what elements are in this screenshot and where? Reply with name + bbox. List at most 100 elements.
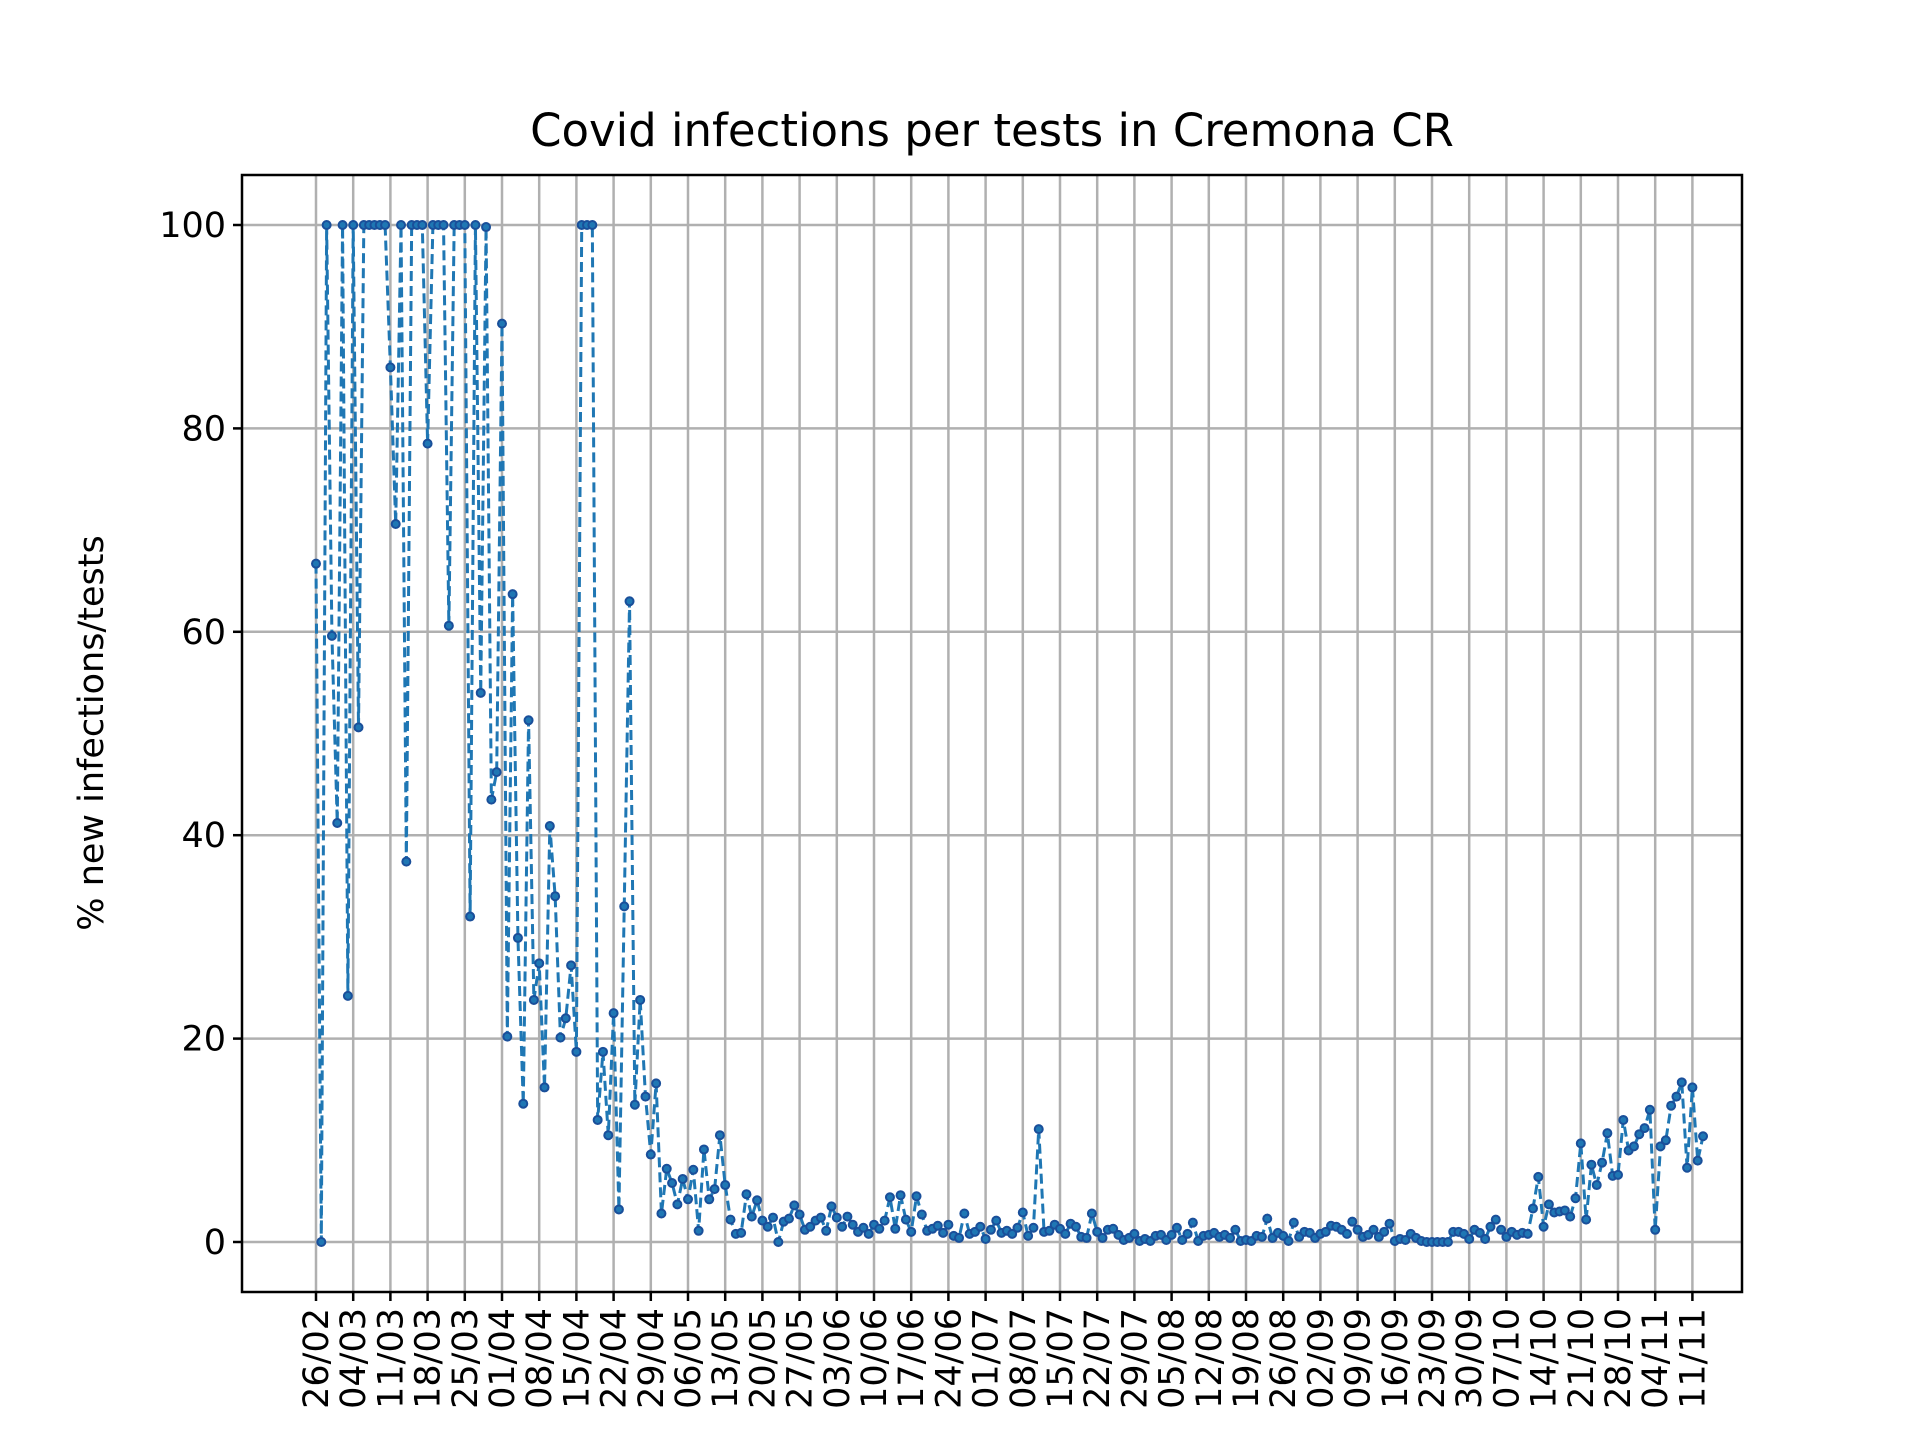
data-point	[438, 220, 449, 230]
data-point	[1070, 1221, 1081, 1232]
data-point	[1527, 1203, 1538, 1214]
data-point	[1023, 1230, 1034, 1241]
x-tick-label: 18/03	[409, 1308, 449, 1409]
data-point	[1538, 1221, 1549, 1232]
y-tick-label: 0	[204, 1223, 226, 1263]
x-tick-label: 20/05	[743, 1308, 783, 1409]
x-tick-label: 29/07	[1115, 1308, 1155, 1409]
data-point	[938, 1227, 949, 1238]
data-point	[518, 1098, 529, 1109]
data-point	[900, 1214, 911, 1225]
data-point	[683, 1194, 693, 1205]
data-point	[906, 1226, 917, 1237]
y-axis-label: % new infections/tests	[72, 535, 112, 930]
data-point	[1171, 1222, 1182, 1233]
x-tick-label: 03/06	[818, 1308, 858, 1409]
x-tick-label: 29/04	[632, 1308, 672, 1409]
data-point	[566, 960, 577, 971]
data-point	[624, 596, 635, 607]
data-point	[1081, 1232, 1092, 1243]
data-point	[1007, 1228, 1018, 1239]
data-point	[1262, 1213, 1273, 1224]
x-tick-label: 23/09	[1413, 1308, 1453, 1409]
x-tick-label: 26/02	[297, 1308, 337, 1409]
x-tick-label: 22/04	[595, 1308, 635, 1409]
data-point	[1650, 1224, 1661, 1235]
data-point	[783, 1213, 794, 1224]
data-point	[326, 630, 337, 641]
data-point	[943, 1219, 954, 1230]
data-point	[1666, 1100, 1677, 1111]
data-point	[475, 687, 486, 698]
x-tick-label: 09/09	[1339, 1308, 1379, 1409]
data-point	[613, 1204, 624, 1215]
data-point	[1347, 1216, 1358, 1227]
x-tick-label: 01/04	[483, 1308, 523, 1409]
data-point	[709, 1184, 720, 1195]
x-tick-label: 06/05	[669, 1308, 709, 1409]
data-point	[571, 1046, 582, 1057]
data-point	[698, 1144, 709, 1155]
data-point	[396, 220, 407, 230]
x-tick-label: 08/07	[1004, 1308, 1044, 1409]
data-point	[619, 901, 630, 912]
data-point	[1442, 1237, 1453, 1247]
data-point	[725, 1214, 736, 1225]
data-point	[704, 1194, 715, 1205]
x-tick-label: 25/03	[446, 1308, 486, 1409]
data-point	[1570, 1193, 1581, 1204]
data-point	[1480, 1233, 1491, 1244]
data-point	[1012, 1222, 1023, 1233]
data-point	[417, 220, 428, 230]
data-point	[645, 1149, 656, 1160]
data-point	[847, 1219, 858, 1230]
data-point	[672, 1199, 683, 1210]
data-point	[348, 220, 359, 230]
x-tick-label: 04/11	[1636, 1308, 1676, 1409]
data-point	[1474, 1227, 1485, 1238]
data-point	[481, 222, 492, 233]
data-point	[539, 1082, 550, 1093]
data-point	[757, 1215, 768, 1226]
data-point	[1559, 1205, 1570, 1216]
data-point	[1092, 1226, 1103, 1237]
data-point	[1644, 1104, 1655, 1115]
x-tick-label: 27/05	[781, 1308, 821, 1409]
data-point	[1320, 1226, 1331, 1237]
data-point	[762, 1221, 773, 1232]
data-point	[1687, 1082, 1698, 1093]
data-point	[661, 1163, 672, 1174]
x-tick-label: 05/08	[1153, 1308, 1193, 1409]
data-point	[1225, 1232, 1236, 1243]
x-tick-label: 15/04	[557, 1308, 597, 1409]
data-point	[1060, 1228, 1071, 1239]
data-point	[1017, 1207, 1028, 1218]
chart-title: Covid infections per tests in Cremona CR	[530, 104, 1454, 157]
data-point	[736, 1227, 747, 1238]
data-point	[789, 1200, 800, 1211]
data-point	[497, 318, 507, 329]
data-point	[592, 1114, 603, 1125]
y-tick-label: 20	[181, 1020, 226, 1060]
data-point	[794, 1209, 805, 1220]
data-point	[895, 1190, 906, 1201]
data-point	[470, 220, 481, 230]
data-point	[985, 1224, 996, 1235]
data-point	[884, 1192, 895, 1203]
data-point	[1283, 1235, 1294, 1246]
y-tick-label: 80	[181, 409, 226, 449]
data-point	[587, 220, 598, 230]
data-point	[874, 1223, 885, 1234]
data-point	[1182, 1228, 1193, 1239]
y-tick-label: 40	[181, 816, 226, 856]
data-point	[1028, 1222, 1039, 1233]
x-tick-label: 13/05	[706, 1308, 746, 1409]
series-layer	[311, 220, 1709, 1247]
data-point	[629, 1099, 640, 1110]
data-point	[337, 220, 348, 230]
data-point	[1400, 1234, 1411, 1245]
data-point	[667, 1178, 678, 1189]
data-point	[1533, 1171, 1544, 1182]
data-point	[1341, 1228, 1352, 1239]
data-point	[741, 1189, 752, 1200]
